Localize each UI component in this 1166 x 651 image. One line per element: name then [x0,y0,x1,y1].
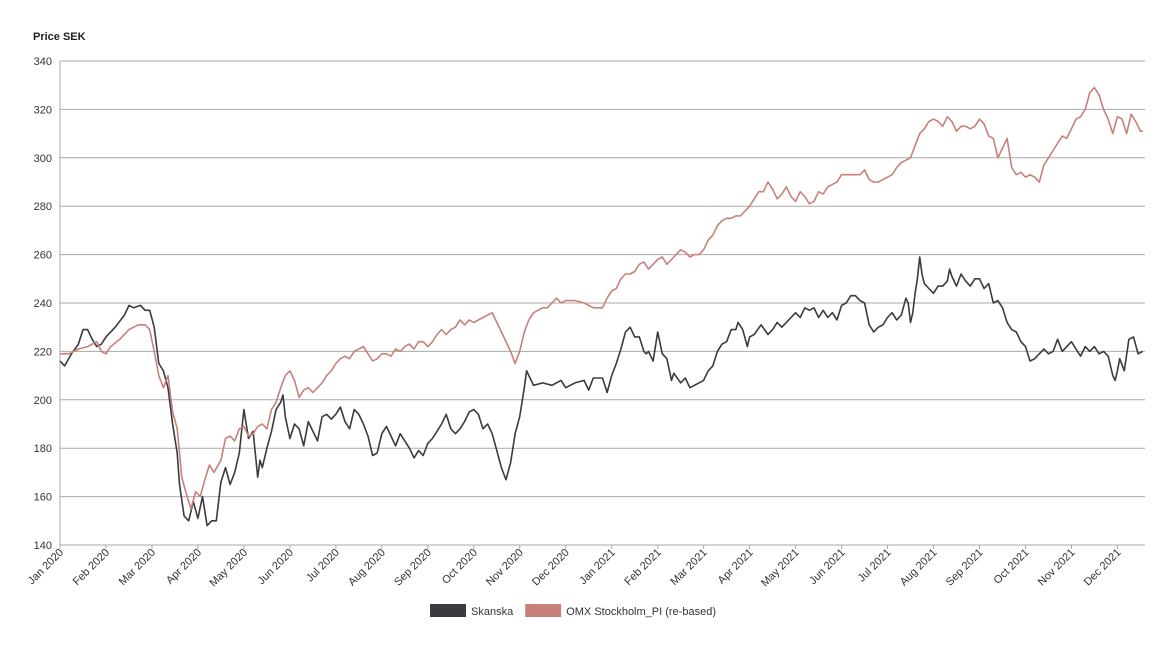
x-tick-label: Dec 2021 [1082,547,1124,589]
x-tick-label: Apr 2020 [164,547,204,587]
x-tick-label: Oct 2021 [992,547,1032,587]
x-tick-label: Dec 2020 [530,547,572,589]
legend: Skanska OMX Stockholm_PI (re-based) [430,604,716,618]
series-lines [59,86,1144,527]
y-axis-title: Price SEK [33,31,86,43]
x-axis-ticks: Jan 2020 Feb 2020 Mar 2020 Apr 2020 May 2020… [26,545,1124,589]
y-tick-label: 280 [34,201,52,213]
series-line-1 [60,86,1143,510]
legend-label-1: OMX Stockholm_PI (re-based) [566,606,716,618]
y-tick-label: 160 [34,492,52,504]
x-tick-label: Jun 2021 [807,547,847,587]
series-line-0 [59,256,1144,527]
y-axis-ticks: 140 160 180 200 220 240 260 280 300 320 340 [34,56,52,552]
y-tick-label: 140 [34,540,52,552]
x-tick-label: Mar 2020 [117,547,158,588]
x-tick-label: Aug 2020 [346,547,388,589]
x-tick-label: Nov 2021 [1036,547,1078,589]
x-tick-label: May 2021 [759,547,802,590]
x-tick-label: Oct 2020 [440,547,480,587]
x-tick-label: Nov 2020 [484,547,526,589]
x-tick-label: Apr 2021 [716,547,756,587]
y-tick-label: 260 [34,250,52,262]
y-tick-label: 320 [34,104,52,116]
x-tick-label: Feb 2021 [622,547,663,588]
y-tick-label: 340 [34,56,52,68]
x-tick-label: Feb 2020 [71,547,112,588]
x-tick-label: Sep 2021 [944,547,986,589]
x-tick-label: Jan 2020 [26,547,66,587]
legend-label-0: Skanska [471,606,514,618]
x-tick-label: Sep 2020 [392,547,434,589]
x-tick-label: Mar 2021 [668,547,709,588]
gridlines [59,60,1145,546]
legend-swatch-0 [430,604,466,617]
x-tick-label: Aug 2021 [898,547,940,589]
x-tick-label: Jan 2021 [577,547,617,587]
x-tick-label: Jul 2020 [304,547,342,585]
y-tick-label: 240 [34,298,52,310]
y-tick-label: 220 [34,346,52,358]
x-tick-label: Jul 2021 [856,547,894,585]
y-tick-label: 200 [34,395,52,407]
x-tick-label: Jun 2020 [256,547,296,587]
y-tick-label: 300 [34,153,52,165]
x-tick-label: May 2020 [207,547,250,590]
y-tick-label: 180 [34,443,52,455]
legend-swatch-1 [525,604,562,617]
